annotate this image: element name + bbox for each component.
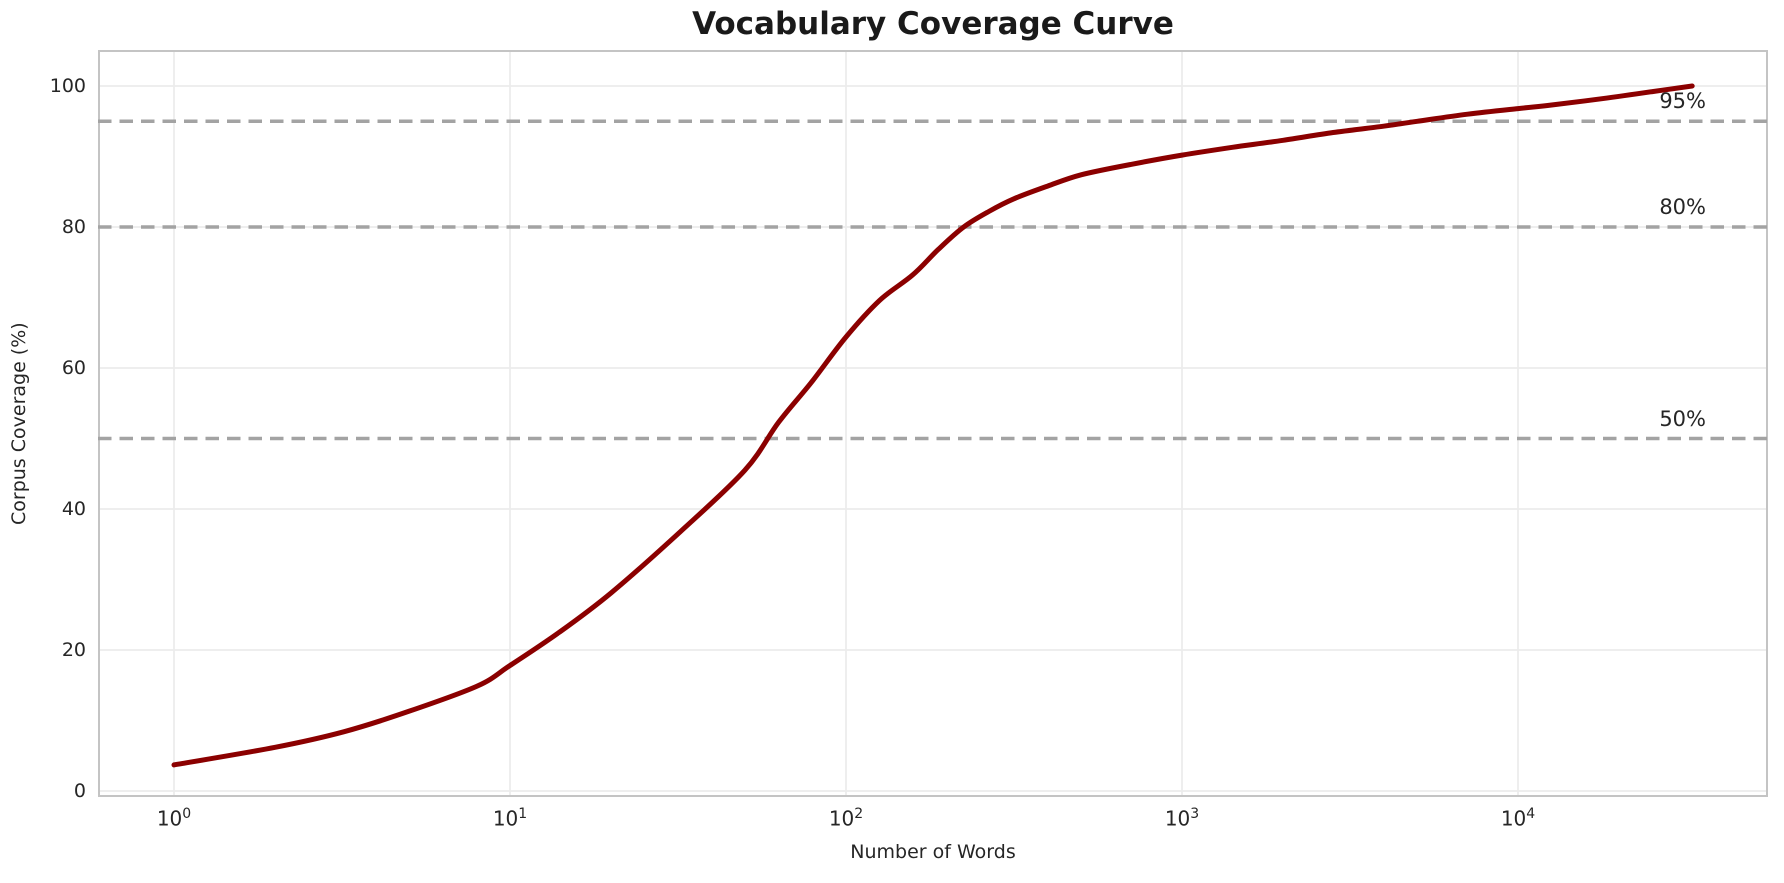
y-tick-label-80: 80 [61,216,86,238]
reference-label-50: 50% [1659,406,1706,431]
reference-label-95: 95% [1659,89,1706,114]
x-axis-label: Number of Words [850,841,1016,863]
y-tick-label-40: 40 [61,498,86,520]
series-vocabulary-coverage [171,83,1695,768]
y-tick-label-100: 100 [49,75,86,97]
reference-label-80: 80% [1659,195,1706,219]
x-tick-label-0: 100 [156,806,192,831]
y-tick-label-60: 60 [61,357,86,379]
chart-title: Vocabulary Coverage Curve [692,6,1174,42]
x-tick-label-4: 104 [1500,806,1536,831]
x-tick-label-1: 101 [492,806,528,831]
x-tick-label-3: 103 [1164,806,1200,831]
x-tick-label-2: 102 [828,806,864,831]
y-tick-label-0: 0 [73,780,86,802]
axes-spine [98,50,1768,797]
y-tick-label-20: 20 [61,639,86,661]
